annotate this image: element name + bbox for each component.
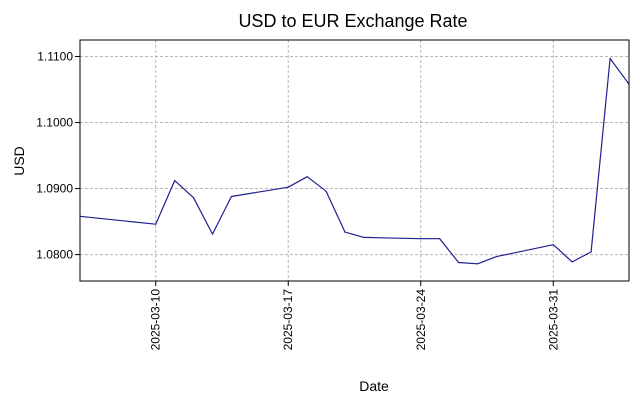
data-point [344,231,346,233]
data-point [306,176,308,178]
y-tick-label: 1.0800 [36,248,73,262]
data-point [98,217,100,219]
data-point [439,238,441,240]
data-point [363,236,365,238]
data-point [230,195,232,198]
y-tick-label: 1.1000 [36,116,73,130]
plot-frame [79,39,630,282]
x-tick-label: 2025-03-10 [149,289,163,351]
data-point [609,57,611,60]
data-point [495,256,498,258]
x-axis-label: Date [359,378,389,394]
data-point [287,186,289,188]
data-point [325,190,327,192]
data-point [193,197,195,199]
x-tick-label: 2025-03-17 [281,289,295,351]
x-tick-label: 2025-03-24 [414,289,428,351]
series-line [79,57,630,265]
x-tick-label: 2025-03-31 [546,289,560,351]
data-point [477,263,479,265]
data-point [571,261,573,263]
y-tick-label: 1.0900 [36,182,73,196]
chart-title: USD to EUR Exchange Rate [238,11,467,31]
data-point [420,238,422,240]
data-point [211,233,214,235]
data-point [174,180,176,182]
data-point [155,223,157,225]
data-point [458,261,460,264]
data-point [552,244,554,246]
y-axis-label: USD [11,146,27,176]
data-point [590,251,592,253]
y-tick-label: 1.1100 [37,50,73,64]
